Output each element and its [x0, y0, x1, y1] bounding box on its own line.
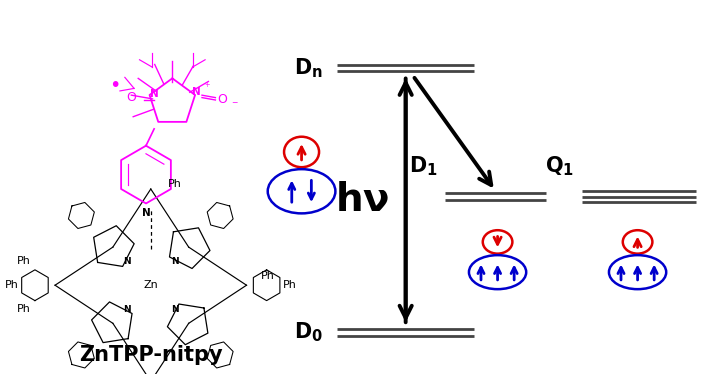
Text: $^+$: $^+$ [202, 82, 211, 92]
Text: $\mathbf{h\nu}$: $\mathbf{h\nu}$ [335, 181, 390, 219]
Text: Ph: Ph [283, 280, 297, 290]
Text: •: • [109, 76, 121, 95]
Text: Ph: Ph [5, 280, 19, 290]
Text: N: N [150, 89, 159, 99]
Text: $\mathbf{D_0}$: $\mathbf{D_0}$ [294, 321, 323, 344]
Text: N: N [123, 257, 131, 266]
Text: N: N [141, 208, 150, 218]
Text: $\mathbf{Q_1}$: $\mathbf{Q_1}$ [545, 155, 574, 178]
Text: ZnTPP-nitpy: ZnTPP-nitpy [79, 345, 223, 365]
Text: N: N [171, 305, 178, 313]
Text: N: N [192, 87, 200, 97]
Text: Ph: Ph [168, 179, 182, 189]
Text: $\mathbf{D_1}$: $\mathbf{D_1}$ [409, 155, 438, 178]
Text: Ph: Ph [17, 256, 31, 266]
Text: Ph: Ph [261, 271, 275, 280]
Text: $\mathbf{D_n}$: $\mathbf{D_n}$ [294, 56, 323, 80]
Text: O: O [218, 93, 228, 107]
Text: $^-$: $^-$ [230, 100, 239, 110]
Text: Ph: Ph [17, 304, 31, 314]
Text: N: N [171, 257, 178, 266]
Text: O: O [126, 91, 136, 104]
Text: Zn: Zn [144, 280, 158, 290]
Text: N: N [123, 305, 131, 313]
